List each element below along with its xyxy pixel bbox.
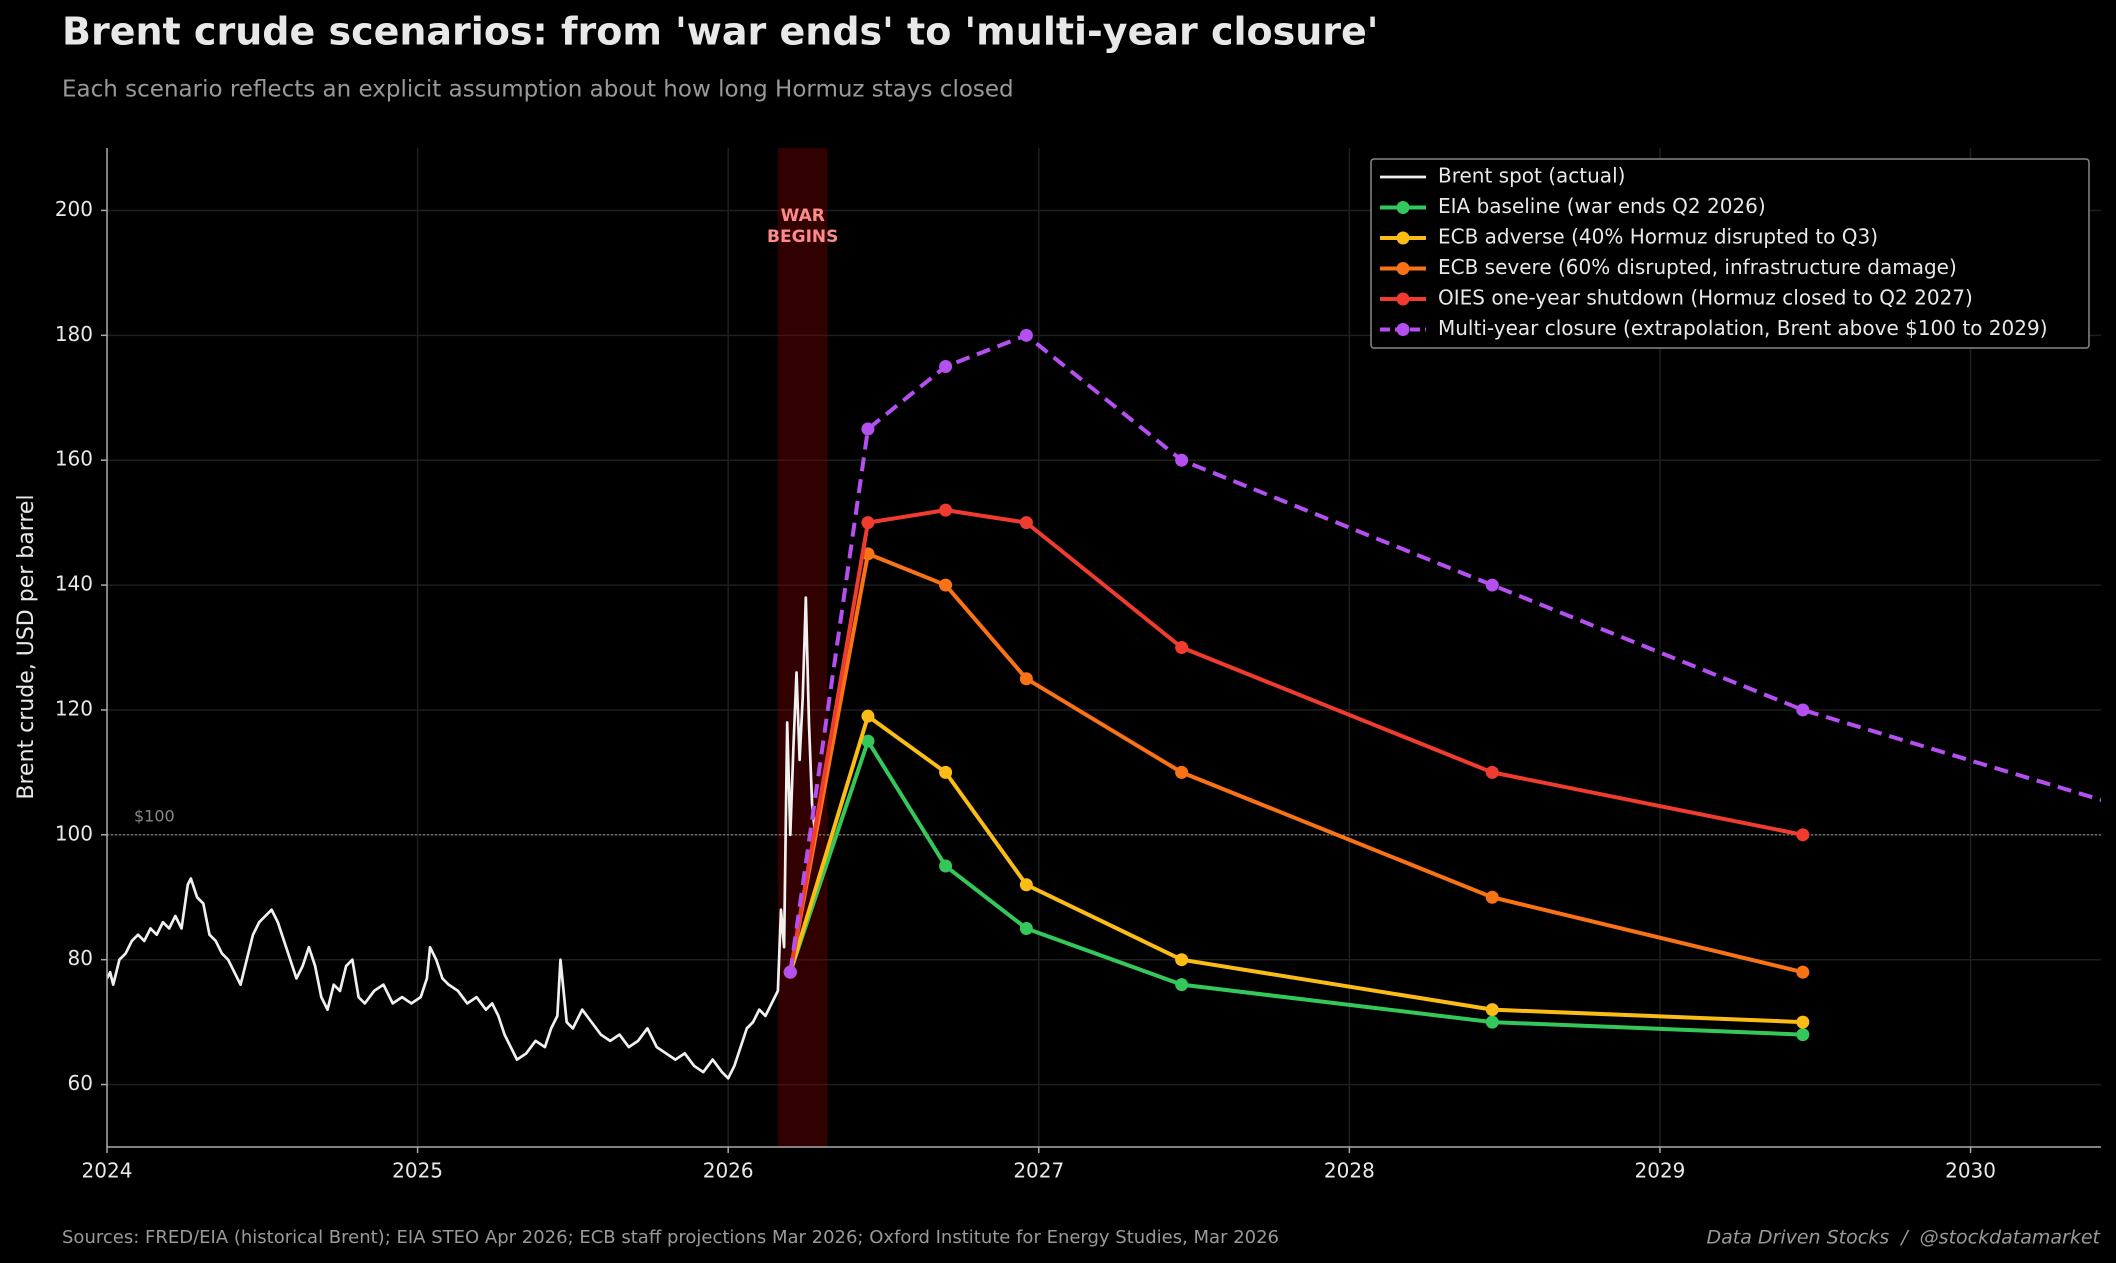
- legend-label: Multi-year closure (extrapolation, Brent…: [1438, 316, 2048, 340]
- plot-area: [107, 148, 2116, 1147]
- data-point: [1019, 516, 1033, 530]
- war-label: WAR: [781, 206, 825, 226]
- data-point: [1485, 765, 1499, 779]
- reference-label: $100: [134, 806, 175, 825]
- source-note: Sources: FRED/EIA (historical Brent); EI…: [62, 1227, 1279, 1248]
- series-line: [788, 551, 1804, 975]
- data-point: [1796, 965, 1810, 979]
- data-point: [1019, 921, 1033, 935]
- y-tick-label: 60: [68, 1071, 93, 1095]
- data-point: [1175, 765, 1189, 779]
- x-tick-label: 2024: [82, 1159, 133, 1183]
- data-point: [861, 709, 875, 723]
- x-tick-label: 2029: [1635, 1159, 1686, 1183]
- series-line: [107, 596, 817, 1080]
- y-tick-label: 160: [55, 447, 93, 471]
- data-point: [1796, 1028, 1810, 1042]
- data-point: [939, 578, 953, 592]
- war-label: BEGINS: [767, 227, 838, 247]
- legend-marker: [1396, 201, 1410, 214]
- data-point: [1019, 328, 1033, 342]
- y-tick-label: 80: [68, 946, 93, 970]
- x-tick-label: 2026: [703, 1159, 754, 1183]
- data-point: [1796, 1015, 1810, 1029]
- data-point: [1019, 878, 1033, 892]
- data-point: [861, 516, 875, 530]
- data-point: [2107, 797, 2116, 810]
- x-tick-label: 2028: [1324, 1159, 1375, 1183]
- series-line: [788, 739, 1803, 1037]
- legend-label: ECB adverse (40% Hormuz disrupted to Q3): [1438, 225, 1878, 249]
- y-tick-label: 180: [55, 322, 93, 346]
- data-point: [1485, 1015, 1499, 1029]
- legend-box: [1370, 158, 2090, 349]
- data-point: [939, 360, 953, 374]
- data-point: [1796, 703, 1810, 717]
- y-tick-label: 100: [55, 821, 93, 845]
- chart-subtitle: Each scenario reflects an explicit assum…: [62, 77, 1014, 103]
- y-tick-label: 120: [55, 696, 93, 720]
- x-tick-label: 2025: [392, 1159, 443, 1183]
- series-line: [788, 508, 1804, 973]
- series-line: [788, 333, 2101, 973]
- data-point: [939, 859, 953, 873]
- legend-marker: [1396, 323, 1410, 336]
- legend-label: EIA baseline (war ends Q2 2026): [1438, 194, 1766, 218]
- data-point: [861, 422, 875, 436]
- y-tick-label: 200: [55, 197, 93, 221]
- data-point: [939, 765, 953, 779]
- data-point: [1796, 828, 1810, 842]
- y-tick-label: 140: [55, 572, 93, 596]
- data-point: [1485, 890, 1499, 904]
- data-point: [1485, 1003, 1499, 1017]
- legend-marker: [1396, 231, 1410, 245]
- x-tick-label: 2027: [1013, 1159, 1064, 1183]
- legend-marker: [1396, 262, 1410, 275]
- legend-marker: [1396, 292, 1410, 306]
- y-axis-label: Brent crude, USD per barrel: [14, 494, 39, 799]
- x-tick-label: 2030: [1945, 1159, 1996, 1183]
- data-point: [861, 734, 875, 748]
- legend-label: ECB severe (60% disrupted, infrastructur…: [1438, 255, 1957, 279]
- data-point: [1175, 641, 1189, 654]
- war-span: [777, 148, 828, 1147]
- legend-label: OIES one-year shutdown (Hormuz closed to…: [1438, 286, 1973, 310]
- chart-title: Brent crude scenarios: from 'war ends' t…: [62, 10, 1378, 54]
- data-point: [939, 503, 953, 517]
- data-point: [1175, 978, 1189, 992]
- data-point: [783, 965, 797, 979]
- data-point: [1175, 453, 1189, 467]
- data-point: [1175, 953, 1189, 967]
- data-point: [1019, 672, 1033, 686]
- credit: Data Driven Stocks / @stockdatamarket: [1706, 1227, 2101, 1249]
- legend-label: Brent spot (actual): [1438, 164, 1625, 188]
- data-point: [1485, 578, 1499, 592]
